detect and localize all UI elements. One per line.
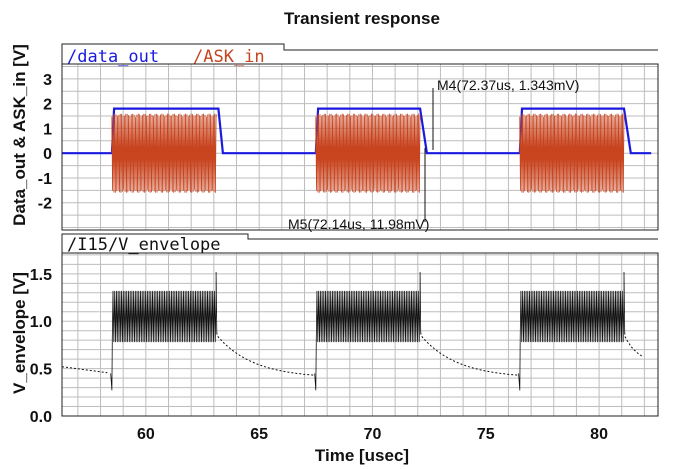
x-tick-label: 70 [364,426,382,443]
y-tick-label: 1 [43,121,52,138]
marker-m4: M4(72.37us, 1.343mV) [432,77,579,150]
bottom-y-ticks: 1.5 1.0 0.5 0.0 [30,267,52,426]
top-y-ticks: 3 2 1 0 -1 -2 [38,72,52,213]
series-v-envelope-decay [420,332,519,376]
y-tick-label: 3 [43,72,52,89]
bottom-legend: /I15/V_envelope [61,233,658,255]
x-ticks: 60 65 70 75 80 [137,426,608,443]
legend-v-envelope: /I15/V_envelope [67,235,221,255]
series-ask-in-burst [519,113,625,193]
series-data-out-line [62,107,652,155]
top-frame [61,63,659,231]
marker-m5: M5(72.14us, 11.98mV) [288,148,429,232]
series-v-envelope-burst [314,271,422,391]
top-panel: 3 2 1 0 -1 -2 /data_out /ASK_in M4(72.37us, 1… [10,43,659,232]
y-tick-label: 2 [43,97,52,114]
top-series [62,107,652,193]
y-tick-label: 0.0 [30,409,52,426]
marker-m4-label: M4(72.37us, 1.343mV) [437,77,579,93]
y-tick-label: -1 [38,171,52,188]
series-v-envelope-decay [216,332,315,376]
x-tick-label: 80 [590,426,608,443]
series-v-envelope-burst [110,271,218,391]
y-tick-label: 0 [43,146,52,163]
bottom-y-axis-label: V_envelope [V] [10,272,29,394]
x-axis-label: Time [usec] [315,446,409,465]
x-tick-label: 65 [250,426,268,443]
bottom-panel: 1.5 1.0 0.5 0.0 /I15/V_envelope V_envelope … [10,233,659,426]
chart-title: Transient response [284,9,440,28]
legend-data-out: /data_out [67,47,159,67]
series-v-envelope-decay [624,332,644,358]
series-ask-in-burst [315,113,421,193]
bottom-series [61,271,644,391]
legend-ask-in: /ASK_in [193,47,265,67]
y-tick-label: 1.5 [30,267,52,284]
top-y-axis-label: Data_out & ASK_in [V] [10,44,29,226]
series-v-envelope-burst [518,271,626,391]
marker-m5-label: M5(72.14us, 11.98mV) [288,216,429,232]
y-tick-label: -2 [38,196,52,213]
x-tick-label: 75 [477,426,495,443]
top-legend: /data_out /ASK_in [61,43,658,67]
y-tick-label: 0.5 [30,362,52,379]
series-ask-in-burst [111,113,217,193]
y-tick-label: 1.0 [30,314,52,331]
bottom-frame [61,252,659,417]
x-tick-label: 60 [137,426,155,443]
